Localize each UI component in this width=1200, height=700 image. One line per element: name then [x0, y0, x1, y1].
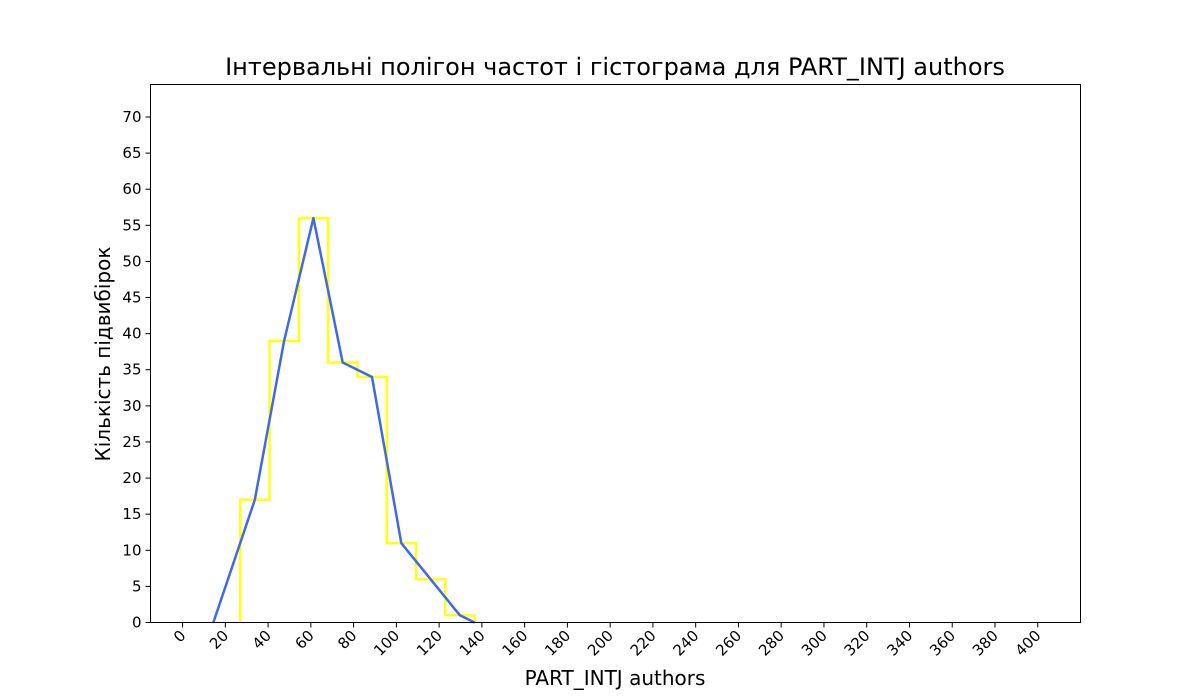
y-tick-label: 15 [122, 505, 141, 523]
x-tick-label: 120 [413, 627, 446, 660]
x-tick-label: 100 [370, 627, 403, 660]
plot-frame [150, 84, 1081, 623]
x-tick-label: 320 [841, 627, 874, 660]
x-tick-label: 60 [291, 627, 317, 653]
y-tick-label: 30 [122, 397, 141, 415]
x-tick-label: 340 [883, 627, 916, 660]
x-tick-label: 240 [670, 627, 703, 660]
x-tick-label: 360 [926, 627, 959, 660]
histogram [239, 216, 476, 623]
x-tick-label: 180 [541, 627, 574, 660]
y-tick-label: 65 [122, 144, 141, 162]
series-line-0 [212, 216, 476, 624]
y-tick-label: 20 [122, 469, 141, 487]
x-tick-label: 0 [170, 627, 189, 646]
y-tick-label: 5 [132, 577, 142, 595]
x-tick-label: 200 [584, 627, 617, 660]
y-axis: 0 5 10 15 20 25 30 35 40 45 50 55 60 65 70 [122, 108, 151, 632]
x-tick-label: 380 [969, 627, 1002, 660]
chart-title: Інтервальні полігон частот і гістограма … [225, 53, 1005, 81]
x-tick-label: 260 [712, 627, 745, 660]
x-tick-label: 280 [755, 627, 788, 660]
x-tick-label: 40 [249, 627, 275, 653]
y-tick-label: 35 [122, 361, 141, 379]
x-tick-label: 300 [798, 627, 831, 660]
y-axis-label: Кількість підвибірок [91, 247, 115, 462]
y-tick-label: 60 [122, 180, 141, 198]
x-tick-label: 80 [334, 627, 360, 653]
y-tick-label: 45 [122, 289, 141, 307]
x-axis-label: PART_INTJ authors [525, 666, 706, 690]
x-tick-label: 20 [206, 627, 232, 653]
y-tick-label: 25 [122, 433, 141, 451]
y-tick-label: 55 [122, 216, 141, 234]
y-tick-label: 40 [122, 325, 141, 343]
x-axis: 0 20 40 60 80 100 120 140 160 180 200 220 240 260 280 3… [170, 622, 1045, 660]
y-tick-label: 50 [122, 252, 141, 270]
x-tick-label: 160 [498, 627, 531, 660]
x-tick-label: 220 [627, 627, 660, 660]
x-tick-label: 400 [1012, 627, 1045, 660]
plot-area [150, 84, 1081, 624]
frequency-polygon [212, 216, 476, 624]
x-tick-label: 140 [456, 627, 489, 660]
y-tick-label: 10 [122, 541, 141, 559]
y-tick-label: 70 [122, 108, 141, 126]
y-tick-label: 0 [132, 614, 142, 632]
histogram-outline [239, 216, 476, 623]
